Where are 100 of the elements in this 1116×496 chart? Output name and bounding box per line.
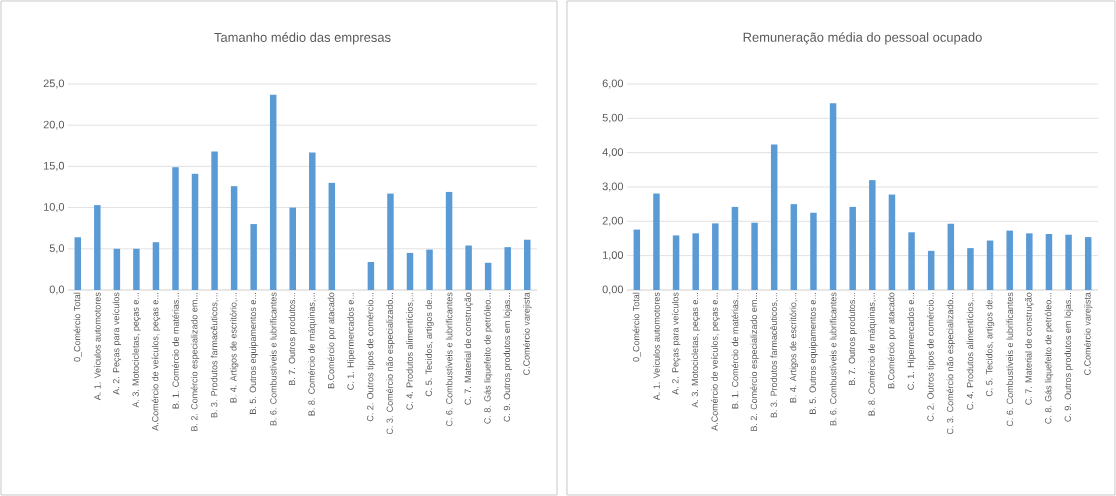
x-tick-label: C. 6. Combustíveis e lubrificantes	[1006, 292, 1014, 427]
bar	[191, 173, 199, 290]
x-tick-label: B. 4. Artigos de escritório,...	[229, 293, 239, 403]
y-tick-label: 20,0	[43, 120, 65, 130]
x-tick-label: B. 5. Outros equipamentos e...	[249, 293, 258, 414]
bar	[94, 205, 101, 290]
y-tick-label: 3,00	[602, 182, 624, 192]
x-tick-label: B. 1. Comércio de matérias...	[172, 293, 179, 409]
bar	[133, 248, 140, 290]
x-tick-label: C. 8. Gás liquefeito de petróleo...	[1044, 293, 1054, 424]
x-tick-label: C.Comércio varejista	[523, 292, 532, 375]
bar	[653, 193, 660, 290]
x-tick-label: B. 5. Outros equipamentos e...	[809, 293, 818, 414]
bar	[1084, 237, 1092, 290]
bar	[445, 191, 453, 290]
x-tick-label: B.Comércio por atacado	[887, 292, 897, 389]
bar	[1006, 230, 1013, 290]
bar	[1045, 234, 1053, 290]
bar	[426, 249, 433, 290]
bar	[810, 212, 817, 290]
bar	[74, 237, 82, 290]
x-tick-label: C. 2. Outros tipos de comércio...	[926, 293, 936, 422]
bar	[484, 262, 492, 290]
bar	[465, 245, 472, 290]
bar	[328, 182, 336, 290]
bar	[927, 250, 935, 290]
x-tick-label: C. 2. Outros tipos de comércio...	[366, 293, 376, 422]
y-tick-label: 4,00	[602, 148, 624, 158]
bar	[829, 103, 837, 290]
bar	[1065, 234, 1072, 290]
x-tick-label: A. 2. Peças para veículos	[112, 292, 122, 395]
x-tick-label: B. 2. Comércio especializado em...	[750, 293, 759, 431]
bar	[406, 252, 414, 290]
bar	[770, 144, 778, 290]
x-tick-label: C. 6. Combustíveis e lubrificantes	[445, 292, 453, 427]
y-tick-label: 1,00	[602, 251, 624, 261]
x-tick-label: B. 2. Comércio especializado em...	[190, 293, 200, 431]
y-tick-label: 6,00	[602, 79, 624, 89]
x-tick-label: B. 8. Comércio de máquinas,...	[868, 293, 877, 416]
x-tick-label: B. 8. Comércio de máquinas,...	[308, 293, 317, 416]
x-tick-label: A.Comércio de veículos, peças e...	[711, 293, 720, 431]
bar	[888, 194, 896, 290]
x-tick-label: B. 6. Combustíveis e lubrificantes	[829, 292, 837, 426]
bar	[672, 235, 680, 290]
x-tick-label: C. 9. Outros produtos em lojas...	[503, 293, 512, 422]
bar	[211, 151, 218, 290]
bar	[849, 206, 856, 290]
x-tick-label: B. 3. Produtos farmacêuticos,...	[770, 293, 779, 418]
y-tick-label: 5,00	[602, 113, 624, 123]
x-tick-label: B. 7. Outros produtos...	[848, 293, 857, 385]
x-tick-label: A. 3. Motocicletas, peças e...	[691, 293, 700, 408]
x-tick-label: A. 1. Veículos automotores	[653, 292, 660, 401]
bar	[172, 167, 179, 290]
x-tick-label: C. 7. Material de construção	[464, 292, 473, 405]
chart-title: Remuneração média do pessoal ocupado	[743, 32, 982, 45]
y-tick-label: 5,0	[49, 244, 65, 254]
x-tick-label: 0_Comércio Total	[632, 292, 642, 362]
bar	[113, 248, 121, 290]
x-tick-label: C.Comércio varejista	[1083, 292, 1093, 375]
x-tick-label: A.Comércio de veículos, peças e...	[151, 293, 161, 431]
y-tick-label: 15,0	[43, 161, 65, 171]
x-tick-label: B. 6. Combustíveis e lubrificantes	[269, 292, 277, 426]
x-tick-label: B. 1. Comércio de matérias...	[731, 293, 739, 409]
bar	[712, 223, 719, 290]
bar	[731, 206, 739, 290]
y-tick-label: 25,0	[43, 79, 65, 89]
y-tick-label: 2,00	[602, 216, 624, 226]
x-tick-label: C. 3. Comércio não especializado...	[946, 293, 956, 435]
y-tick-label: 0,00	[602, 285, 624, 295]
bar	[967, 248, 974, 290]
x-tick-label: C. 1. Hipermercados e...	[347, 293, 356, 390]
y-tick-label: 0,0	[49, 285, 65, 295]
x-tick-label: A. 2. Peças para veículos	[671, 292, 681, 395]
x-tick-label: B. 4. Artigos de escritório,...	[789, 293, 799, 403]
x-tick-label: C. 8. Gás liquefeito de petróleo...	[483, 293, 493, 424]
x-tick-label: B.Comércio por atacado	[327, 292, 337, 389]
bar	[289, 207, 296, 290]
x-tick-label: C. 1. Hipermercados e...	[907, 293, 916, 390]
bar	[633, 229, 641, 290]
bar	[504, 247, 511, 290]
x-tick-label: A. 1. Veículos automotores	[93, 292, 101, 401]
bar	[230, 186, 238, 290]
bar	[152, 242, 160, 290]
x-tick-label: C. 5. Tecidos, artigos de...	[425, 293, 434, 397]
bar	[387, 193, 394, 290]
bar	[908, 232, 915, 290]
x-tick-label: B. 3. Produtos farmacêuticos,...	[210, 293, 219, 418]
bar	[869, 180, 876, 290]
bar	[523, 239, 531, 290]
x-tick-label: C. 3. Comércio não especializado...	[386, 293, 395, 435]
x-tick-label: B. 7. Outros produtos...	[288, 293, 297, 385]
x-tick-label: C. 5. Tecidos, artigos de...	[985, 293, 995, 397]
x-tick-label: 0_Comércio Total	[73, 292, 82, 362]
y-tick-label: 10,0	[43, 203, 65, 213]
bar	[250, 224, 257, 290]
x-tick-label: C. 9. Outros produtos em lojas...	[1064, 293, 1073, 422]
x-tick-label: C. 4. Produtos alimentícios,...	[406, 293, 414, 410]
bar	[986, 240, 994, 290]
bar	[1026, 233, 1033, 290]
bar	[269, 94, 277, 290]
